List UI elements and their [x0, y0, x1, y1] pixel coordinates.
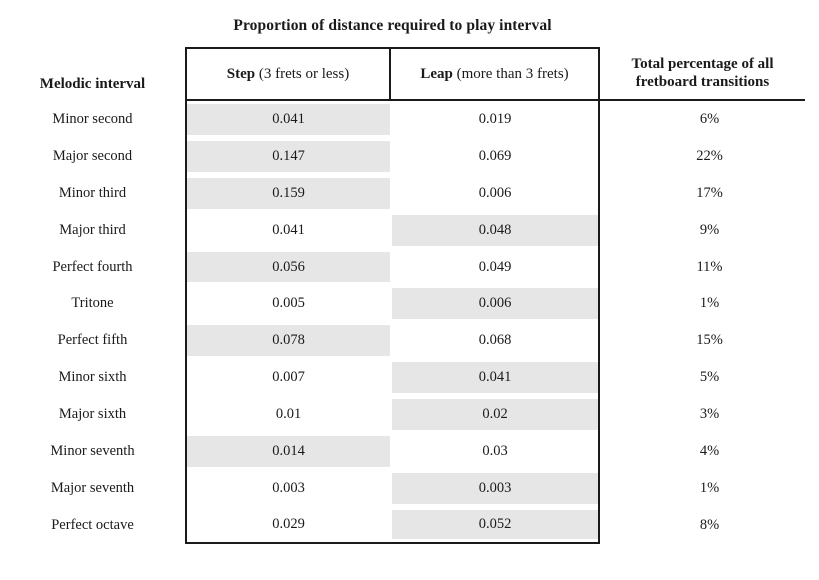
total-percentage-cell: 9% [699, 221, 720, 238]
leap-value-cell: 0.048 [391, 211, 600, 249]
leap-value: 0.019 [478, 110, 512, 127]
total-percentage-cell: 4% [699, 442, 720, 459]
leap-value-cell: 0.049 [391, 248, 600, 286]
step-value-cell: 0.005 [185, 285, 391, 323]
step-value-cell: 0.041 [185, 211, 391, 249]
total-percentage-cell: 1% [699, 479, 720, 496]
step-value: 0.056 [187, 251, 390, 283]
column-header-melodic-interval: Melodic interval [39, 76, 146, 92]
step-value-cell: 0.014 [185, 433, 391, 470]
interval-label-cell: Major seventh [50, 479, 135, 496]
step-value-cell: 0.056 [185, 248, 391, 286]
leap-value-cell: 0.02 [391, 396, 600, 434]
interval-label-cell: Tritone [71, 295, 114, 312]
interval-label-cell: Major second [52, 147, 133, 164]
interval-label-cell: Minor third [58, 184, 127, 201]
step-value-cell: 0.007 [185, 359, 391, 397]
column-header-leap: Leap (more than 3 frets) [391, 47, 600, 101]
step-value: 0.029 [272, 515, 305, 532]
total-percentage-cell: 22% [696, 147, 723, 164]
leap-value: 0.052 [392, 509, 598, 539]
column-header-leap-label: Leap (more than 3 frets) [420, 65, 569, 82]
step-value: 0.003 [272, 479, 305, 496]
column-header-total-percentage: Total percentage of all fretboard transi… [600, 47, 805, 101]
total-percentage-cell: 11% [696, 258, 723, 275]
column-header-step: Step (3 frets or less) [185, 47, 391, 101]
interval-label-cell: Minor sixth [58, 369, 127, 386]
interval-label-cell: Perfect fifth [57, 332, 128, 349]
leap-value-cell: 0.003 [391, 469, 600, 507]
data-table: Melodic interval Step (3 frets or less) … [0, 47, 819, 544]
leap-value-cell: 0.019 [391, 101, 600, 138]
step-value: 0.007 [272, 369, 305, 386]
step-value-cell: 0.078 [185, 322, 391, 360]
step-value-cell: 0.01 [185, 396, 391, 434]
interval-label-cell: Perfect octave [51, 516, 134, 533]
step-value-cell: 0.147 [185, 137, 391, 175]
leap-value: 0.003 [392, 472, 598, 504]
leap-value-cell: 0.03 [391, 433, 600, 470]
interval-label-cell: Perfect fourth [52, 258, 133, 275]
step-value-cell: 0.159 [185, 174, 391, 212]
total-percentage-cell: 5% [699, 369, 720, 386]
leap-value: 0.049 [478, 258, 512, 275]
column-header-step-label: Step (3 frets or less) [226, 65, 350, 82]
step-value: 0.147 [187, 140, 390, 172]
leap-value: 0.006 [478, 184, 512, 201]
leap-value: 0.03 [482, 442, 508, 459]
leap-value: 0.006 [392, 288, 598, 320]
total-percentage-cell: 1% [699, 295, 720, 312]
interval-label-cell: Minor seventh [50, 442, 135, 459]
step-value: 0.041 [187, 104, 390, 135]
total-percentage-cell: 3% [699, 406, 720, 423]
leap-value-cell: 0.052 [391, 506, 600, 544]
interval-label-cell: Minor second [52, 110, 133, 127]
step-value: 0.014 [187, 436, 390, 467]
step-value: 0.01 [275, 406, 302, 423]
leap-value: 0.02 [392, 399, 598, 431]
step-value: 0.078 [187, 325, 390, 357]
leap-value-cell: 0.006 [391, 285, 600, 323]
leap-value-cell: 0.068 [391, 322, 600, 360]
total-percentage-cell: 17% [696, 184, 723, 201]
step-value: 0.005 [272, 295, 305, 312]
step-value-cell: 0.003 [185, 469, 391, 507]
leap-value: 0.069 [478, 147, 512, 164]
step-value-cell: 0.029 [185, 506, 391, 544]
table-title: Proportion of distance required to play … [233, 17, 552, 34]
leap-value-cell: 0.006 [391, 174, 600, 212]
interval-label-cell: Major third [59, 221, 126, 238]
leap-value-cell: 0.069 [391, 137, 600, 175]
total-percentage-cell: 8% [699, 516, 720, 533]
leap-value: 0.068 [478, 332, 512, 349]
step-value-cell: 0.041 [185, 101, 391, 138]
leap-value: 0.041 [392, 362, 598, 394]
step-value: 0.159 [187, 177, 390, 209]
interval-label-cell: Major sixth [58, 406, 127, 423]
leap-value: 0.048 [392, 214, 598, 246]
step-value: 0.041 [272, 221, 305, 238]
total-percentage-cell: 6% [699, 110, 720, 127]
leap-value-cell: 0.041 [391, 359, 600, 397]
total-percentage-cell: 15% [696, 332, 723, 349]
